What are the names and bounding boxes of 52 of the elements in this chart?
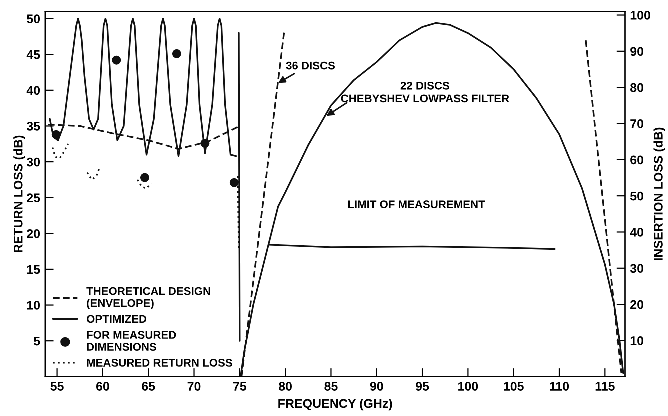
y2-tick-label: 90 — [630, 47, 644, 56]
y-tick-label: 35 — [26, 122, 40, 131]
x-axis-title: FREQUENCY (GHz) — [278, 398, 392, 411]
x-tick-label: 55 — [50, 382, 64, 391]
x-tick-label: 75 — [234, 382, 247, 391]
y2-tick-label: 100 — [630, 11, 650, 20]
y-tick-label: 30 — [26, 158, 40, 167]
point — [52, 130, 61, 140]
y2-tick-label: 30 — [630, 264, 644, 274]
x-tick-label: 65 — [142, 382, 156, 391]
point — [230, 178, 239, 188]
x-tick-label: 100 — [458, 382, 478, 391]
y2-tick-label: 60 — [630, 156, 644, 165]
legend-label: THEORETICAL DESIGN (ENVELOPE) — [86, 287, 210, 310]
line-series — [136, 179, 152, 190]
y2-tick-label: 80 — [630, 83, 644, 92]
annotation: 36 DISCS — [286, 62, 336, 70]
y-tick-label: 20 — [27, 229, 40, 238]
y-tick-label: 15 — [27, 265, 40, 274]
annotation: LIMIT OF MEASUREMENT — [348, 200, 486, 209]
x-tick-label: 95 — [416, 382, 430, 391]
point — [112, 56, 122, 65]
y2-tick-label: 70 — [630, 120, 644, 128]
legend-label: MEASURED RETURN LOSS — [87, 359, 232, 367]
x-tick-label: 105 — [504, 382, 524, 391]
x-tick-label: 115 — [596, 382, 615, 391]
y-tick-label: 10 — [27, 301, 40, 310]
legend-label: FOR MEASURED DIMENSIONS — [87, 331, 176, 352]
y-tick-label: 45 — [26, 50, 40, 60]
line-series — [86, 168, 100, 181]
y-tick-label: 40 — [26, 86, 40, 96]
x-tick-label: 110 — [550, 382, 570, 391]
x-tick-label: 70 — [188, 382, 201, 391]
legend-label: OPTIMIZED — [86, 315, 147, 324]
point — [200, 138, 210, 148]
x-tick-label: 80 — [279, 382, 292, 391]
y-tick-label: 25 — [27, 194, 40, 203]
y-tick-label: 50 — [27, 14, 40, 24]
x-tick-label: 90 — [370, 382, 384, 391]
point — [140, 173, 150, 182]
y2-tick-label: 40 — [630, 228, 644, 237]
line-series — [52, 143, 70, 160]
y-axis-title: RETURN LOSS (dB) — [14, 136, 26, 252]
point — [172, 49, 182, 58]
x-tick-label: 85 — [324, 382, 338, 391]
y2-tick-label: 10 — [630, 336, 644, 346]
annotation: 22 DISCS CHEBYSHEV LOWPASS FILTER — [341, 82, 510, 103]
y2-tick-label: 50 — [630, 192, 644, 201]
y-tick-label: 5 — [34, 337, 40, 346]
x-tick-label: 60 — [96, 382, 110, 391]
y2-tick-label: 20 — [630, 300, 644, 310]
y2-axis-title: INSERTION LOSS (dB) — [654, 128, 666, 260]
